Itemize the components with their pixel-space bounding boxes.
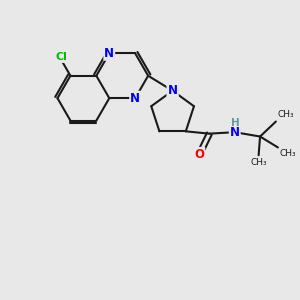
Text: H: H xyxy=(231,118,240,128)
Text: CH₃: CH₃ xyxy=(279,148,296,158)
Text: Cl: Cl xyxy=(55,52,67,62)
Text: N: N xyxy=(168,84,178,97)
Text: N: N xyxy=(104,47,114,60)
Text: N: N xyxy=(130,92,140,105)
Text: O: O xyxy=(194,148,204,161)
Text: CH₃: CH₃ xyxy=(277,110,294,119)
Text: N: N xyxy=(230,126,240,139)
Text: N: N xyxy=(168,84,178,97)
Text: CH₃: CH₃ xyxy=(250,158,267,167)
